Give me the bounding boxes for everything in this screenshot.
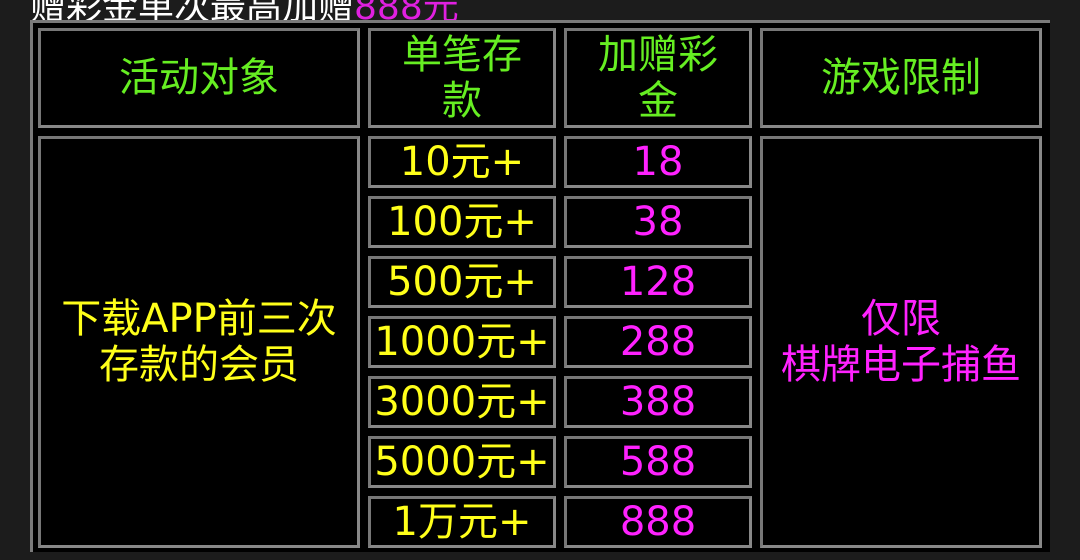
deposit-cell: 1000元+	[368, 316, 556, 368]
deposit-cell: 100元+	[368, 196, 556, 248]
header-target: 活动对象	[38, 28, 360, 128]
bonus-cell: 18	[564, 136, 752, 188]
bottom-edge	[0, 552, 1080, 560]
deposit-cell: 3000元+	[368, 376, 556, 428]
bonus-cell: 288	[564, 316, 752, 368]
bonus-cell: 38	[564, 196, 752, 248]
bonus-cell: 128	[564, 256, 752, 308]
bonus-cell: 888	[564, 496, 752, 548]
header-restriction: 游戏限制	[760, 28, 1042, 128]
bonus-cell: 388	[564, 376, 752, 428]
restriction-cell: 仅限 棋牌电子捕鱼	[760, 136, 1042, 548]
target-cell: 下载APP前三次 存款的会员	[38, 136, 360, 548]
deposit-cell: 5000元+	[368, 436, 556, 488]
bonus-cell: 588	[564, 436, 752, 488]
header-bonus: 加赠彩金	[564, 28, 752, 128]
header-deposit: 单笔存款	[368, 28, 556, 128]
deposit-cell: 1万元+	[368, 496, 556, 548]
deposit-cell: 500元+	[368, 256, 556, 308]
deposit-cell: 10元+	[368, 136, 556, 188]
